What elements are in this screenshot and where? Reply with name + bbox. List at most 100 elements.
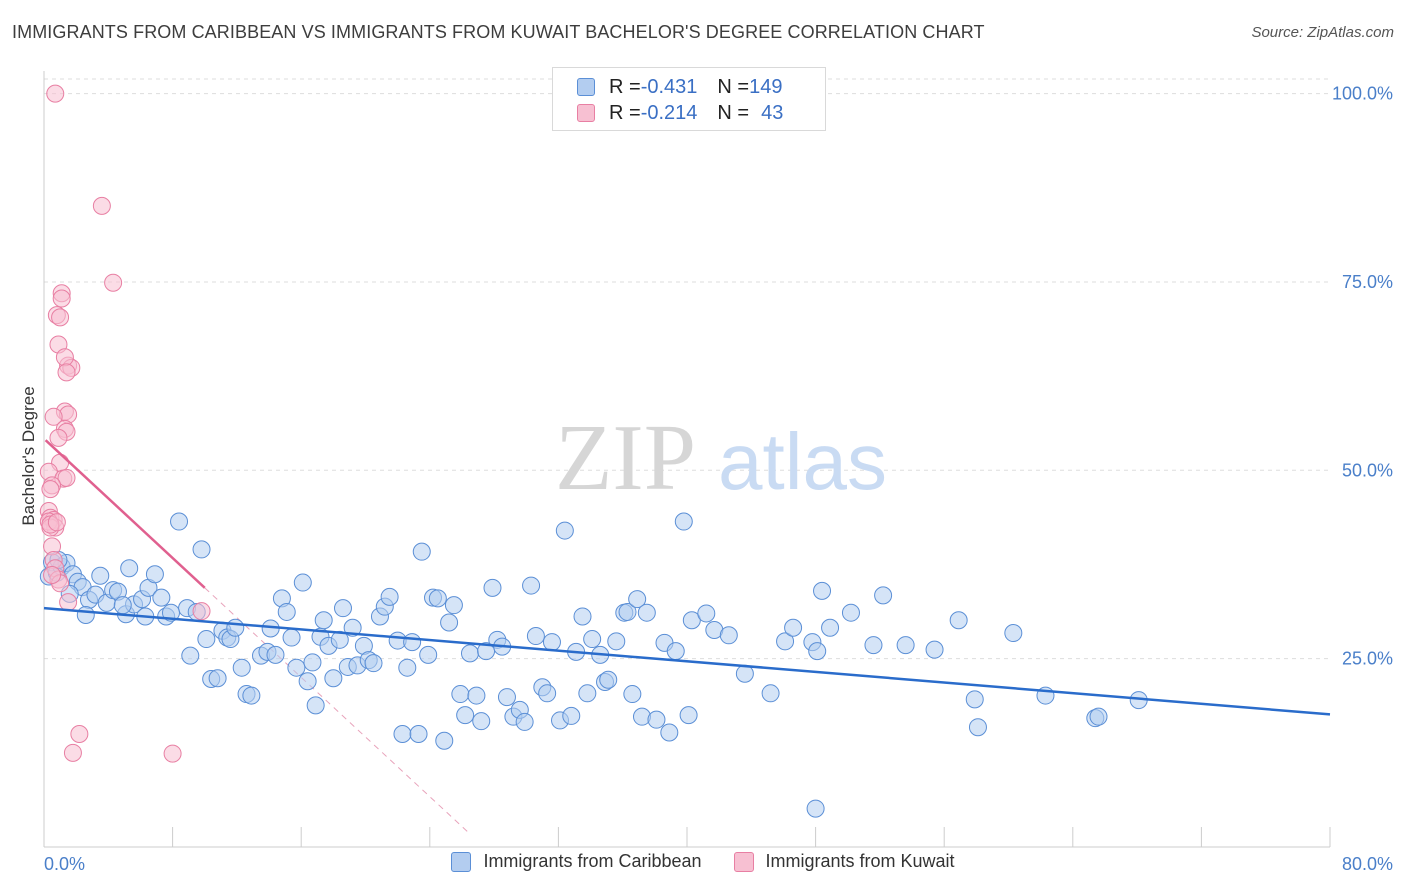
kuwait-point: [44, 407, 63, 426]
n-value: 149: [749, 75, 783, 98]
kuwait-point: [46, 84, 65, 103]
caribbean-point: [298, 672, 317, 691]
watermark-zip: ZIP: [555, 406, 696, 510]
caribbean-trend-line: [43, 606, 1331, 716]
caribbean-point: [660, 723, 679, 742]
caribbean-point: [526, 627, 545, 646]
caribbean-point: [618, 602, 637, 621]
y-tick-label: 75.0%: [1342, 272, 1393, 292]
caribbean-point: [841, 603, 860, 622]
kuwait-point: [55, 348, 74, 367]
caribbean-point: [679, 706, 698, 725]
r-label: R =: [609, 101, 641, 124]
trend-extensions: [204, 587, 471, 835]
caribbean-point: [161, 603, 180, 622]
trend-lines: [43, 439, 1331, 716]
caribbean-point: [632, 707, 651, 726]
kuwait-point: [104, 273, 123, 292]
kuwait-point: [92, 196, 111, 215]
y-axis-title: Bachelor's Degree: [19, 386, 38, 525]
caribbean-point: [113, 596, 132, 615]
caribbean-point: [282, 628, 301, 647]
legend-swatch-kuwait: [733, 851, 754, 872]
caribbean-point: [333, 599, 352, 618]
caribbean-point: [197, 630, 216, 649]
caribbean-point: [91, 566, 110, 585]
caribbean-point: [428, 589, 447, 608]
caribbean-point: [277, 602, 296, 621]
legend-item-kuwait: Immigrants from Kuwait: [733, 851, 955, 872]
x-tick-label: 0.0%: [44, 854, 85, 874]
chart-title: IMMIGRANTS FROM CARIBBEAN VS IMMIGRANTS …: [12, 22, 985, 42]
caribbean-point: [542, 633, 561, 652]
kuwait-point: [51, 308, 70, 327]
caribbean-point: [965, 690, 984, 709]
caribbean-point: [647, 710, 666, 729]
caribbean-point: [170, 512, 189, 531]
caribbean-point: [607, 632, 626, 651]
watermark-atlas: atlas: [718, 417, 887, 506]
legend-swatch-kuwait: [577, 104, 595, 122]
y-tick-label: 100.0%: [1332, 84, 1393, 104]
n-label: N =: [717, 101, 750, 124]
legend-item-caribbean: Immigrants from Caribbean: [451, 851, 702, 872]
legend-swatch-caribbean: [577, 78, 595, 96]
r-label: R =: [609, 75, 641, 98]
caribbean-point: [821, 618, 840, 637]
kuwait-point: [41, 480, 60, 499]
kuwait-point: [192, 602, 211, 621]
legend-row-kuwait: R = -0.214 N = 43: [577, 100, 783, 126]
caribbean-point: [674, 512, 693, 531]
caribbean-point: [232, 658, 251, 677]
caribbean-point: [761, 684, 780, 703]
caribbean-point: [719, 626, 738, 645]
caribbean-point: [1004, 624, 1023, 643]
kuwait-point: [43, 566, 62, 585]
kuwait-point: [163, 744, 182, 763]
caribbean-point: [467, 686, 486, 705]
caribbean-point: [303, 653, 322, 672]
caribbean-point: [806, 799, 825, 818]
kuwait-point: [52, 289, 71, 308]
legend-label-kuwait: Immigrants from Kuwait: [765, 851, 955, 871]
caribbean-point: [380, 587, 399, 606]
kuwait-point: [70, 724, 89, 743]
caribbean-point: [808, 642, 827, 661]
caribbean-point: [208, 669, 227, 688]
correlation-legend: R = -0.431 N = 149 R = -0.214 N = 43: [552, 67, 826, 131]
caribbean-point: [412, 542, 431, 561]
caribbean-point: [697, 604, 716, 623]
caribbean-point: [874, 586, 893, 605]
y-tick-label: 25.0%: [1342, 649, 1393, 669]
r-value: -0.214: [640, 101, 698, 124]
legend-row-caribbean: R = -0.431 N = 149: [577, 74, 782, 100]
caribbean-point: [460, 644, 479, 663]
caribbean-point: [896, 636, 915, 655]
caribbean-point: [266, 645, 285, 664]
caribbean-point: [435, 731, 454, 750]
caribbean-point: [949, 611, 968, 630]
caribbean-point: [120, 559, 139, 578]
source-label: Source: ZipAtlas.com: [1251, 24, 1394, 41]
caribbean-point: [403, 633, 422, 652]
caribbean-point: [813, 581, 832, 600]
kuwait-point: [57, 363, 76, 382]
caribbean-point: [364, 654, 383, 673]
caribbean-point: [398, 658, 417, 677]
caribbean-point: [497, 688, 516, 707]
caribbean-point: [226, 618, 245, 637]
legend-swatch-caribbean: [451, 851, 472, 872]
kuwait-point: [59, 593, 78, 612]
caribbean-point: [306, 696, 325, 715]
caribbean-point: [456, 706, 475, 725]
caribbean-point: [192, 540, 211, 559]
r-value: -0.431: [640, 75, 698, 98]
y-tick-label: 50.0%: [1342, 460, 1393, 480]
kuwait-point: [47, 513, 66, 532]
caribbean-point: [440, 613, 459, 632]
caribbean-point: [925, 640, 944, 659]
caribbean-point: [393, 724, 412, 743]
x-tick-label: 80.0%: [1342, 854, 1393, 874]
caribbean-point: [968, 718, 987, 737]
